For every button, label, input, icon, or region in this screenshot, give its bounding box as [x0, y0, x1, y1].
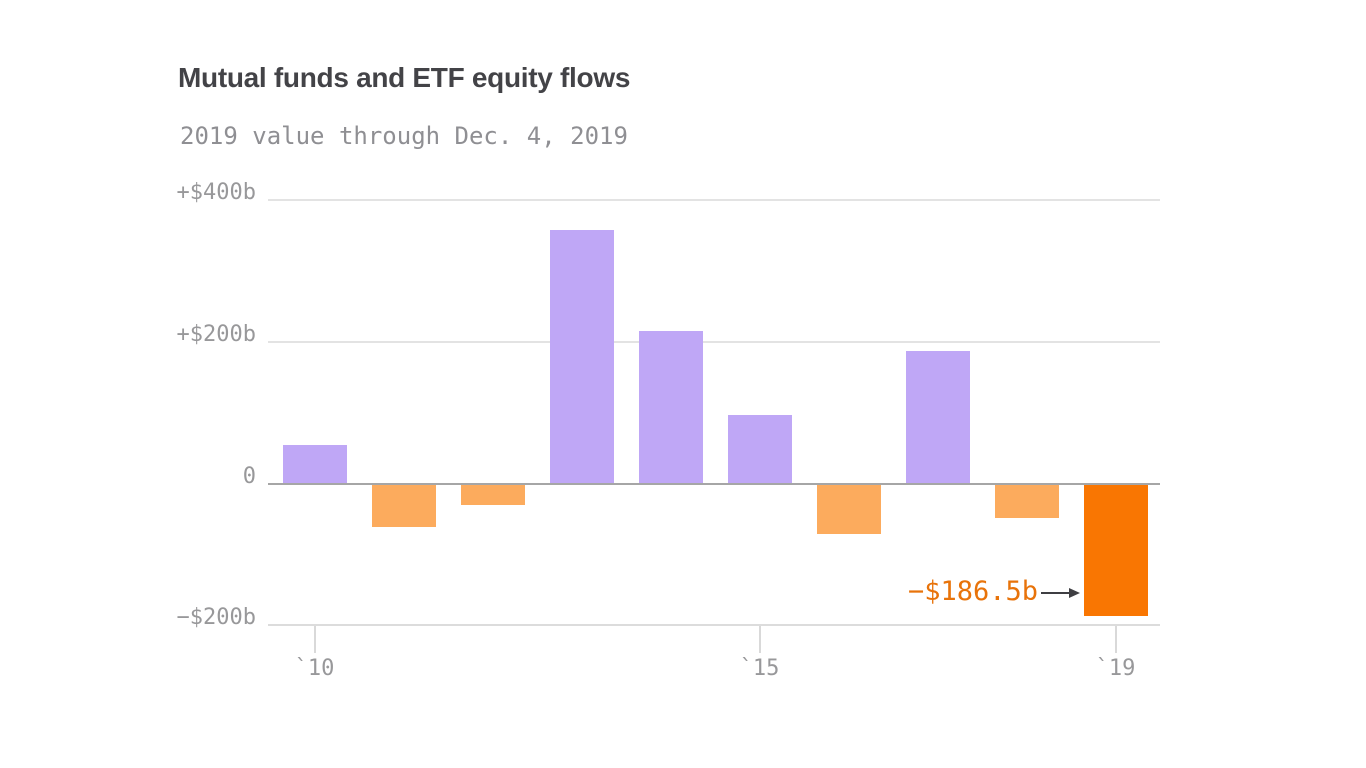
bar-2011 [371, 483, 436, 527]
x-tick-2010 [313, 626, 316, 654]
x-axis-label-2015: `15 [739, 656, 780, 681]
bar-2012 [460, 483, 525, 505]
bar-2016 [816, 483, 881, 534]
chart-subtitle: 2019 value through Dec. 4, 2019 [180, 122, 628, 150]
y-axis-label--200: −$200b [176, 605, 256, 631]
zero-baseline [268, 482, 1160, 485]
gridline-200 [268, 340, 1160, 343]
bar-2018 [994, 483, 1059, 519]
arrow-right-icon [1041, 588, 1080, 598]
x-tick-2019 [1114, 626, 1117, 654]
bar-2017 [905, 351, 970, 484]
chart-title: Mutual funds and ETF equity flows [178, 62, 631, 93]
x-axis-line [268, 624, 1160, 627]
x-axis-label-2010: `10 [294, 656, 335, 681]
bar-2010 [282, 445, 347, 484]
gridline-400 [268, 199, 1160, 202]
value-annotation: −$186.5b [907, 576, 1038, 607]
x-axis-label-2019: `19 [1095, 656, 1136, 681]
y-axis-label-400: +$400b [176, 180, 256, 206]
bar-2019 [1083, 483, 1148, 616]
bar-2015 [727, 414, 792, 484]
y-axis-label-200: +$200b [176, 321, 256, 347]
bar-2014 [638, 331, 703, 484]
y-axis-label-0: 0 [242, 463, 256, 489]
x-tick-2015 [758, 626, 761, 654]
bar-2013 [549, 229, 614, 484]
